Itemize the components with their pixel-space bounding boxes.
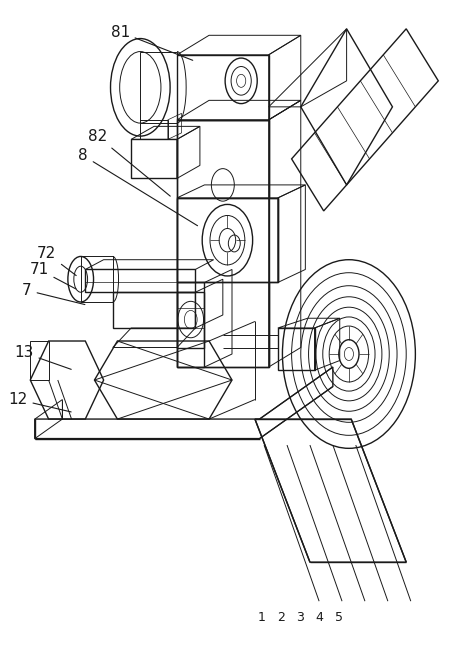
Text: 3: 3 xyxy=(296,611,304,624)
Text: 81: 81 xyxy=(110,24,192,60)
Text: 72: 72 xyxy=(37,246,76,276)
Text: 8: 8 xyxy=(78,148,197,226)
Text: 13: 13 xyxy=(14,345,71,369)
Text: 12: 12 xyxy=(8,392,71,412)
Text: 4: 4 xyxy=(315,611,323,624)
Polygon shape xyxy=(176,120,268,367)
Text: 1: 1 xyxy=(257,611,265,624)
Polygon shape xyxy=(176,198,277,283)
Text: 71: 71 xyxy=(29,262,76,289)
Text: 2: 2 xyxy=(276,611,284,624)
Text: 5: 5 xyxy=(334,611,342,624)
Circle shape xyxy=(338,340,358,368)
Text: 7: 7 xyxy=(22,283,85,304)
Text: 82: 82 xyxy=(88,129,170,196)
